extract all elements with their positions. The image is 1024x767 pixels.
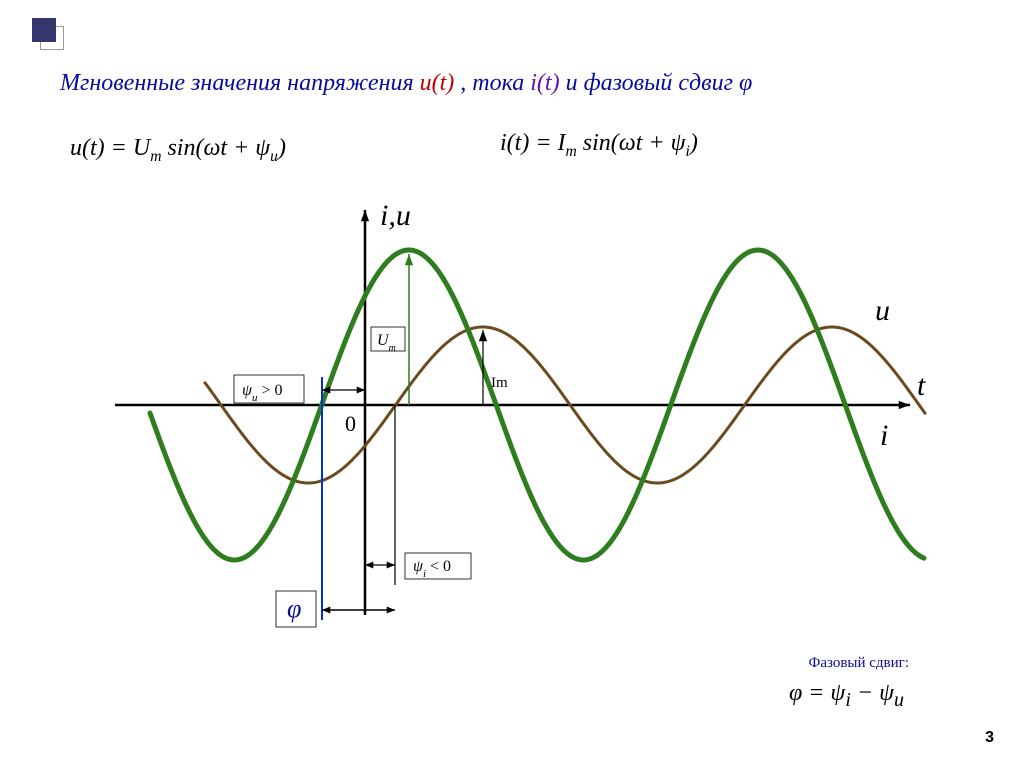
- svg-text:i: i: [880, 419, 888, 452]
- svg-text:u: u: [875, 294, 890, 327]
- page-title: Мгновенные значения напряжения u(t) , то…: [60, 70, 752, 97]
- svg-text:t: t: [917, 369, 926, 402]
- chart-svg: i,ut0uiψu > 0UmImψi < 0φ: [95, 195, 945, 645]
- eq-u-lhs: u(t) = U: [70, 135, 150, 161]
- eq-i-sub: m: [566, 143, 577, 160]
- title-phi: φ: [739, 70, 752, 96]
- phase-shift-label: Фазовый сдвиг:: [808, 655, 909, 672]
- equation-voltage: u(t) = Um sin(ωt + ψu): [70, 135, 286, 166]
- title-i: i(t): [530, 70, 559, 96]
- phase-shift-equation: φ = ψi − ψu: [789, 680, 904, 712]
- eq-u-tailsub: u: [270, 148, 278, 165]
- eq-i-lhs: i(t) = I: [500, 130, 566, 156]
- eq-u-close: ): [278, 135, 286, 161]
- svg-text:Im: Im: [491, 375, 508, 391]
- eq-u-tail: sin(ωt + ψ: [161, 135, 270, 161]
- eq-u-sub: m: [150, 148, 161, 165]
- title-suffix: и фазовый сдвиг: [566, 70, 739, 96]
- phase-eq-sub2: u: [894, 689, 904, 711]
- title-prefix: Мгновенные значения напряжения: [60, 70, 420, 96]
- eq-i-tail: sin(ωt + ψ: [577, 130, 686, 156]
- svg-text:i,u: i,u: [380, 199, 411, 232]
- phase-eq-lhs: φ = ψ: [789, 680, 845, 706]
- deco-square-front: [32, 18, 56, 42]
- equation-current: i(t) = Im sin(ωt + ψi): [500, 130, 698, 161]
- svg-text:φ: φ: [287, 594, 301, 623]
- eq-i-close: ): [690, 130, 698, 156]
- title-mid: , тока: [460, 70, 530, 96]
- title-u: u(t): [420, 70, 455, 96]
- chart-container: i,ut0uiψu > 0UmImψi < 0φ: [95, 195, 945, 645]
- svg-text:0: 0: [345, 411, 356, 436]
- page-number: 3: [985, 729, 994, 747]
- phase-eq-mid: − ψ: [851, 680, 894, 706]
